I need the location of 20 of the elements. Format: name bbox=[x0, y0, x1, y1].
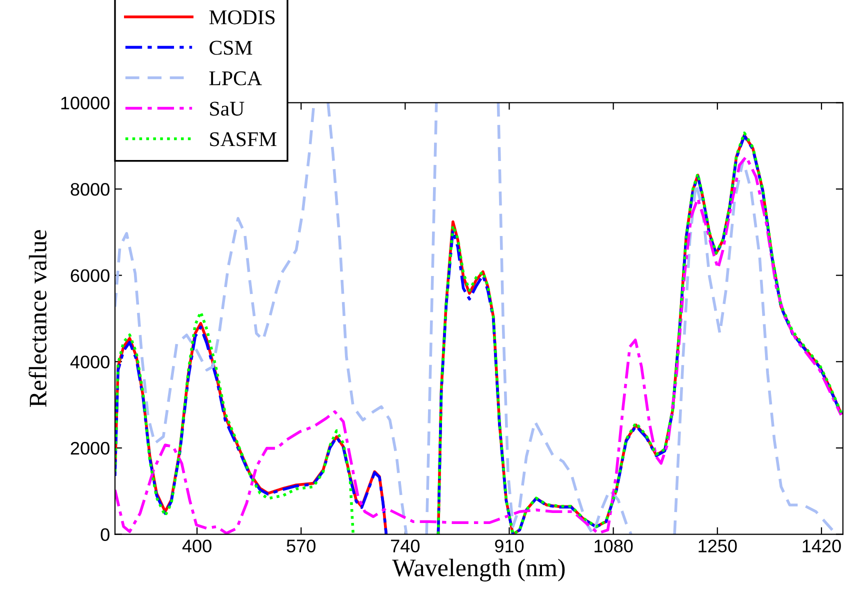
y-tick-label: 10000 bbox=[61, 96, 110, 110]
x-tick-label: 740 bbox=[391, 540, 420, 552]
x-tick-label: 910 bbox=[495, 540, 524, 552]
x-tick-label: 1080 bbox=[594, 540, 633, 552]
y-tick-label: 2000 bbox=[70, 442, 110, 455]
x-tick-label: 570 bbox=[286, 540, 316, 552]
y-tick-label: 0 bbox=[100, 528, 110, 541]
x-axis-title: Wavelength (nm) bbox=[392, 558, 565, 582]
legend-label: SASFM bbox=[210, 132, 276, 146]
x-tick-label: 400 bbox=[182, 540, 212, 552]
y-tick-label: 6000 bbox=[70, 269, 110, 282]
y-tick-label: 4000 bbox=[70, 356, 110, 368]
legend-label: MODIS bbox=[209, 10, 275, 24]
y-tick-label: 8000 bbox=[70, 182, 110, 196]
x-tick-label: 1420 bbox=[802, 540, 841, 552]
x-tick-label: 1250 bbox=[698, 540, 737, 552]
y-axis-title: Reflectance value bbox=[28, 230, 47, 407]
legend-label: SaU bbox=[210, 102, 244, 116]
legend-label: CSM bbox=[210, 40, 252, 55]
legend-label: LPCA bbox=[209, 71, 262, 86]
